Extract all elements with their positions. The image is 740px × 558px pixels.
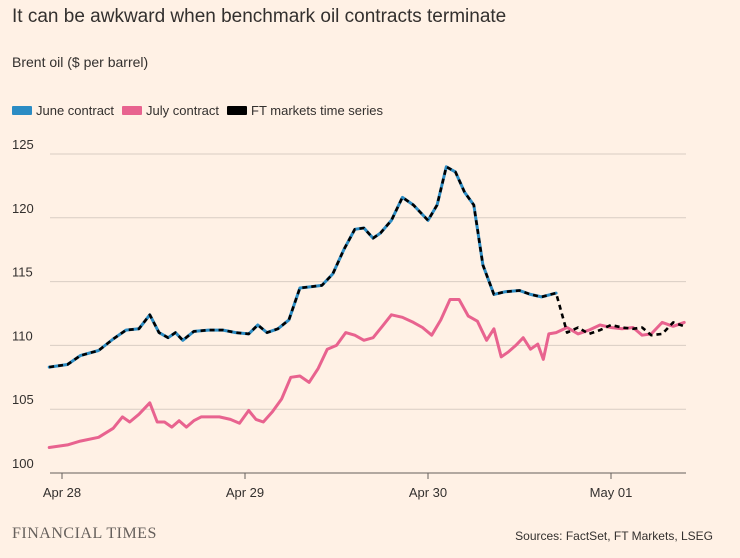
legend-item-june: June contract (12, 103, 114, 118)
legend: June contract July contract FT markets t… (12, 103, 391, 118)
ft-markets-line (49, 165, 685, 369)
legend-item-july: July contract (122, 103, 219, 118)
y-tick-label: 120 (12, 201, 34, 216)
legend-label-june: June contract (36, 103, 115, 118)
legend-label-july: July contract (146, 103, 220, 118)
legend-item-ft: FT markets time series (227, 103, 383, 118)
june-contract-line (47, 165, 558, 369)
legend-swatch-ft (227, 106, 248, 115)
y-tick-labels: 100 105 110 115 120 125 (12, 137, 34, 471)
ft-logo: FINANCIAL TIMES (12, 525, 157, 542)
source-note: Sources: FactSet, FT Markets, LSEG (515, 529, 713, 543)
y-tick-label: 100 (12, 456, 34, 471)
legend-swatch-june (12, 106, 32, 115)
x-tick-label: Apr 28 (43, 485, 81, 500)
x-tick-label: Apr 30 (409, 485, 447, 500)
series-lines (47, 165, 686, 449)
y-tick-label: 125 (12, 137, 34, 152)
chart-title: It can be awkward when benchmark oil con… (12, 6, 507, 27)
y-tick-label: 110 (12, 328, 33, 343)
y-tick-label: 115 (12, 265, 33, 280)
chart-subtitle: Brent oil ($ per barrel) (12, 54, 149, 70)
legend-label-ft: FT markets time series (251, 103, 383, 118)
gridlines (50, 153, 686, 474)
x-ticks: Apr 28 Apr 29 Apr 30 May 01 (43, 473, 632, 500)
x-tick-label: Apr 29 (226, 485, 264, 500)
x-tick-label: May 01 (590, 485, 633, 500)
july-contract-line (47, 298, 686, 449)
legend-swatch-july (122, 106, 143, 115)
y-tick-label: 105 (12, 392, 34, 407)
